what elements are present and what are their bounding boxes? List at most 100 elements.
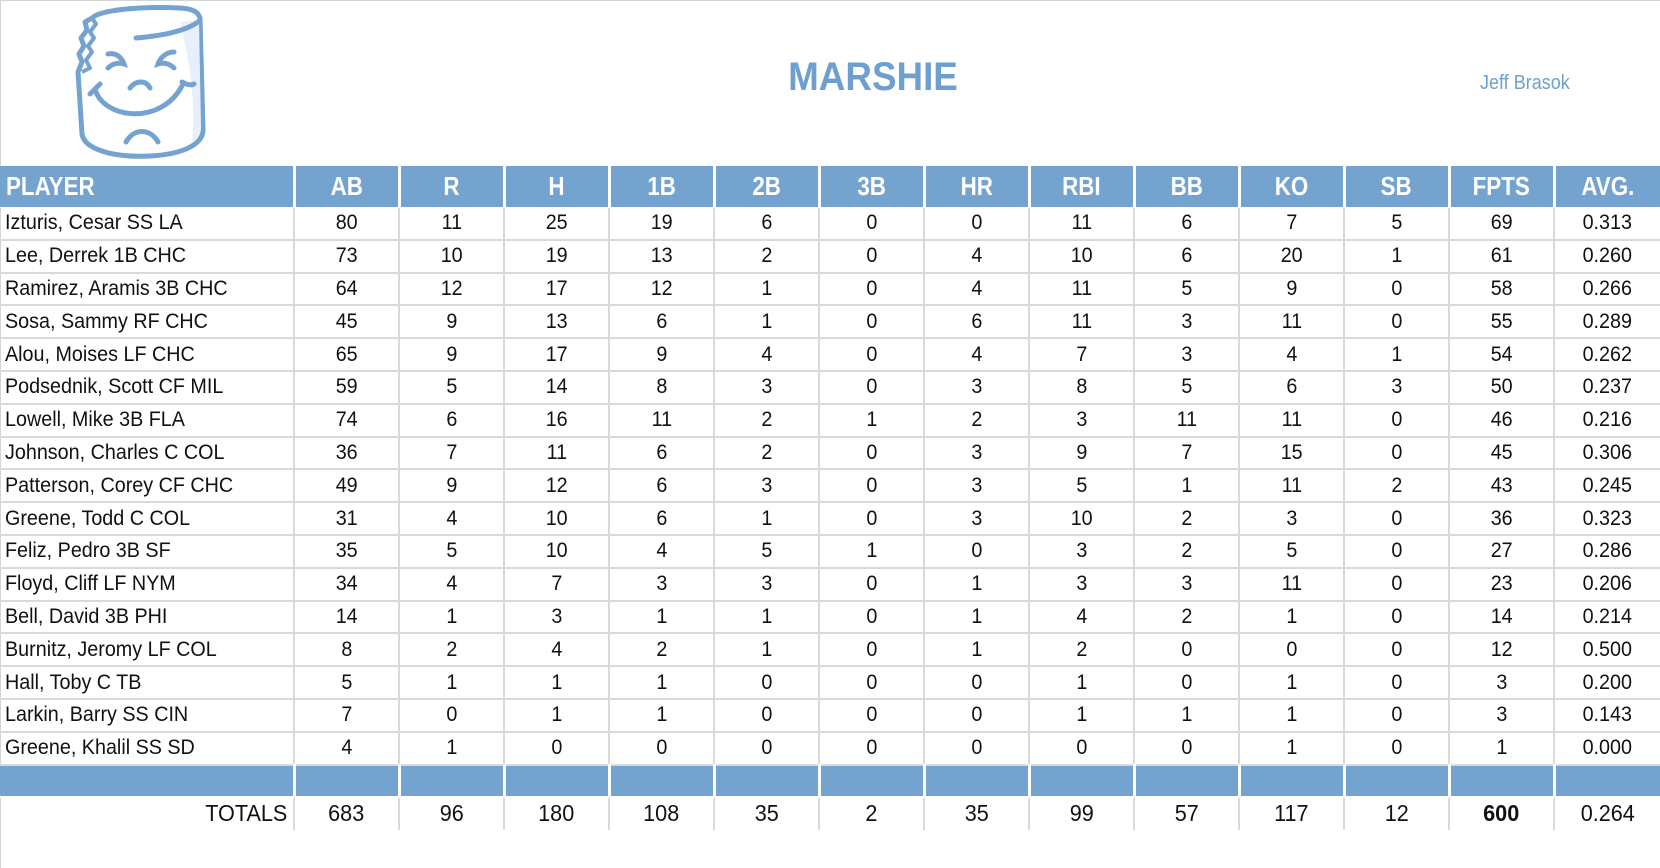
- stat-cell-r[interactable]: 6: [398, 403, 504, 438]
- stat-cell-ko[interactable]: 7: [1238, 207, 1344, 241]
- stat-cell-hr[interactable]: 3: [923, 436, 1029, 471]
- stat-cell-1b[interactable]: 19: [608, 207, 714, 241]
- stat-cell-r[interactable]: 9: [398, 338, 504, 372]
- stat-cell-3b[interactable]: 0: [818, 436, 924, 471]
- spacer-cell[interactable]: [1552, 764, 1660, 798]
- total-cell-hr[interactable]: 35: [923, 796, 1029, 830]
- player-name-cell[interactable]: Lee, Derrek 1B CHC: [0, 239, 294, 274]
- stat-cell-2b[interactable]: 2: [713, 239, 819, 274]
- stat-cell-1b[interactable]: 2: [608, 633, 714, 668]
- stat-cell-fpts[interactable]: 46: [1448, 403, 1554, 438]
- stat-cell-3b[interactable]: 0: [818, 272, 924, 307]
- stat-cell-2b[interactable]: 0: [713, 731, 819, 766]
- stat-cell-hr[interactable]: 0: [923, 731, 1029, 766]
- spacer-cell[interactable]: [1237, 764, 1344, 798]
- stat-cell-bb[interactable]: 6: [1133, 207, 1239, 241]
- stat-cell-fpts[interactable]: 27: [1448, 534, 1554, 569]
- stat-cell-ko[interactable]: 1: [1238, 666, 1344, 700]
- stat-cell-rbi[interactable]: 4: [1028, 600, 1134, 635]
- total-cell-2b[interactable]: 35: [713, 796, 819, 830]
- stat-cell-ab[interactable]: 36: [293, 436, 399, 471]
- player-name-cell[interactable]: Ramirez, Aramis 3B CHC: [0, 272, 294, 307]
- stat-cell-3b[interactable]: 0: [818, 370, 924, 405]
- stat-cell-3b[interactable]: 0: [818, 698, 924, 733]
- stat-cell-ko[interactable]: 11: [1238, 305, 1344, 340]
- stat-cell-ko[interactable]: 4: [1238, 338, 1344, 372]
- stat-cell-2b[interactable]: 2: [713, 436, 819, 471]
- stat-cell-3b[interactable]: 0: [818, 567, 924, 602]
- stat-cell-h[interactable]: 17: [503, 272, 609, 307]
- stat-cell-1b[interactable]: 6: [608, 305, 714, 340]
- stat-cell-3b[interactable]: 0: [818, 338, 924, 372]
- stat-cell-sb[interactable]: 0: [1343, 633, 1449, 668]
- stat-cell-fpts[interactable]: 69: [1448, 207, 1554, 241]
- stat-cell-ko[interactable]: 20: [1238, 239, 1344, 274]
- stat-cell-ab[interactable]: 34: [293, 567, 399, 602]
- player-name-cell[interactable]: Alou, Moises LF CHC: [0, 338, 294, 372]
- stat-cell-r[interactable]: 1: [398, 666, 504, 700]
- stat-cell-bb[interactable]: 3: [1133, 305, 1239, 340]
- stat-cell-ab[interactable]: 5: [293, 666, 399, 700]
- stat-cell-hr[interactable]: 0: [923, 666, 1029, 700]
- column-header-avg[interactable]: AVG.: [1552, 166, 1660, 208]
- stat-cell-sb[interactable]: 3: [1343, 370, 1449, 405]
- stat-cell-sb[interactable]: 0: [1343, 272, 1449, 307]
- stat-cell-r[interactable]: 10: [398, 239, 504, 274]
- stat-cell-h[interactable]: 0: [503, 731, 609, 766]
- stat-cell-avg[interactable]: 0.214: [1553, 600, 1660, 635]
- total-cell-avg[interactable]: 0.264: [1553, 796, 1660, 830]
- stat-cell-1b[interactable]: 1: [608, 600, 714, 635]
- stat-cell-1b[interactable]: 6: [608, 436, 714, 471]
- stat-cell-sb[interactable]: 0: [1343, 698, 1449, 733]
- stat-cell-rbi[interactable]: 5: [1028, 469, 1134, 504]
- stat-cell-h[interactable]: 11: [503, 436, 609, 471]
- stat-cell-ab[interactable]: 49: [293, 469, 399, 504]
- stat-cell-2b[interactable]: 3: [713, 469, 819, 504]
- stat-cell-fpts[interactable]: 50: [1448, 370, 1554, 405]
- stat-cell-1b[interactable]: 12: [608, 272, 714, 307]
- stat-cell-hr[interactable]: 3: [923, 502, 1029, 536]
- stat-cell-rbi[interactable]: 3: [1028, 534, 1134, 569]
- stat-cell-rbi[interactable]: 3: [1028, 567, 1134, 602]
- stat-cell-ab[interactable]: 35: [293, 534, 399, 569]
- totals-label-cell[interactable]: TOTALS: [0, 797, 294, 830]
- stat-cell-avg[interactable]: 0.323: [1553, 502, 1660, 536]
- stat-cell-ko[interactable]: 3: [1238, 502, 1344, 536]
- stat-cell-bb[interactable]: 1: [1133, 469, 1239, 504]
- stat-cell-ko[interactable]: 5: [1238, 534, 1344, 569]
- stat-cell-bb[interactable]: 5: [1133, 370, 1239, 405]
- stat-cell-rbi[interactable]: 7: [1028, 338, 1134, 372]
- stat-cell-avg[interactable]: 0.216: [1553, 403, 1660, 438]
- stat-cell-sb[interactable]: 5: [1343, 207, 1449, 241]
- total-cell-ko[interactable]: 117: [1238, 796, 1344, 830]
- stat-cell-ko[interactable]: 11: [1238, 469, 1344, 504]
- stat-cell-avg[interactable]: 0.206: [1553, 567, 1660, 602]
- stat-cell-avg[interactable]: 0.286: [1553, 534, 1660, 569]
- stat-cell-bb[interactable]: 0: [1133, 731, 1239, 766]
- stat-cell-2b[interactable]: 1: [713, 633, 819, 668]
- spacer-cell[interactable]: [292, 764, 399, 798]
- stat-cell-rbi[interactable]: 10: [1028, 502, 1134, 536]
- stat-cell-bb[interactable]: 2: [1133, 534, 1239, 569]
- stat-cell-1b[interactable]: 13: [608, 239, 714, 274]
- stat-cell-sb[interactable]: 2: [1343, 469, 1449, 504]
- stat-cell-avg[interactable]: 0.260: [1553, 239, 1660, 274]
- player-name-cell[interactable]: Johnson, Charles C COL: [0, 436, 294, 471]
- player-name-cell[interactable]: Hall, Toby C TB: [0, 666, 294, 700]
- stat-cell-1b[interactable]: 1: [608, 666, 714, 700]
- stat-cell-hr[interactable]: 0: [923, 207, 1029, 241]
- stat-cell-hr[interactable]: 6: [923, 305, 1029, 340]
- stat-cell-avg[interactable]: 0.200: [1553, 666, 1660, 700]
- stat-cell-ab[interactable]: 4: [293, 731, 399, 766]
- stat-cell-r[interactable]: 12: [398, 272, 504, 307]
- stat-cell-fpts[interactable]: 58: [1448, 272, 1554, 307]
- stat-cell-avg[interactable]: 0.289: [1553, 305, 1660, 340]
- stat-cell-fpts[interactable]: 14: [1448, 600, 1554, 635]
- stat-cell-1b[interactable]: 8: [608, 370, 714, 405]
- player-name-cell[interactable]: Larkin, Barry SS CIN: [0, 698, 294, 733]
- total-cell-3b[interactable]: 2: [818, 796, 924, 830]
- stat-cell-r[interactable]: 4: [398, 502, 504, 536]
- stat-cell-h[interactable]: 1: [503, 666, 609, 700]
- stat-cell-rbi[interactable]: 3: [1028, 403, 1134, 438]
- stat-cell-r[interactable]: 11: [398, 207, 504, 241]
